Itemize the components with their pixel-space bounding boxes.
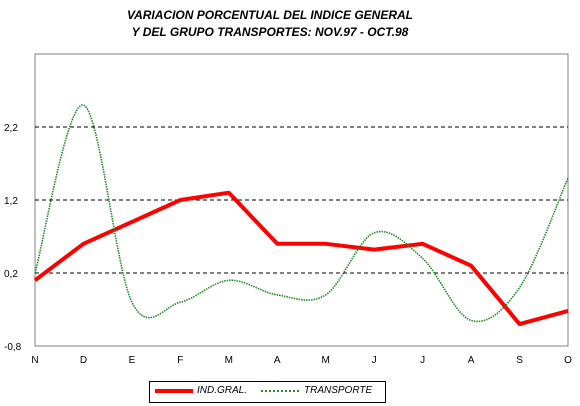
y-tick-label: 0,2 (4, 269, 18, 280)
legend: IND.GRAL. TRANSPORTE (149, 381, 386, 403)
x-tick-label: J (420, 355, 425, 366)
x-tick-label: O (564, 355, 572, 366)
x-tick-label: J (372, 355, 377, 366)
x-tick-label: A (274, 355, 281, 366)
legend-swatch-ind-gral (155, 389, 193, 393)
x-tick-label: M (225, 355, 233, 366)
chart-title-line-2: Y DEL GRUPO TRANSPORTES: NOV.97 - OCT.98 (131, 25, 409, 39)
x-tick-label: E (129, 355, 136, 366)
axis-layer: 2,2 1,2 0,2 -0,8 N D E F M A M J J A S O (4, 123, 572, 366)
x-tick-label: A (468, 355, 475, 366)
legend-label-transporte: TRANSPORTE (304, 385, 373, 396)
series-line-ind-gral (33, 190, 569, 327)
x-tick-label: N (31, 355, 38, 366)
y-tick-label: 2,2 (4, 123, 18, 134)
x-tick-label: M (322, 355, 330, 366)
y-tick-label: 1,2 (4, 196, 18, 207)
legend-label-ind-gral: IND.GRAL. (197, 385, 248, 396)
chart-title-line-1: VARIACION PORCENTUAL DEL INDICE GENERAL (126, 8, 414, 22)
series-layer (33, 104, 569, 327)
x-tick-label: D (80, 355, 87, 366)
series-line-transporte (34, 104, 569, 323)
x-tick-label: F (177, 355, 183, 366)
legend-swatch-transporte (261, 390, 299, 392)
x-tick-label: S (516, 355, 523, 366)
y-tick-label: -0,8 (4, 342, 22, 353)
